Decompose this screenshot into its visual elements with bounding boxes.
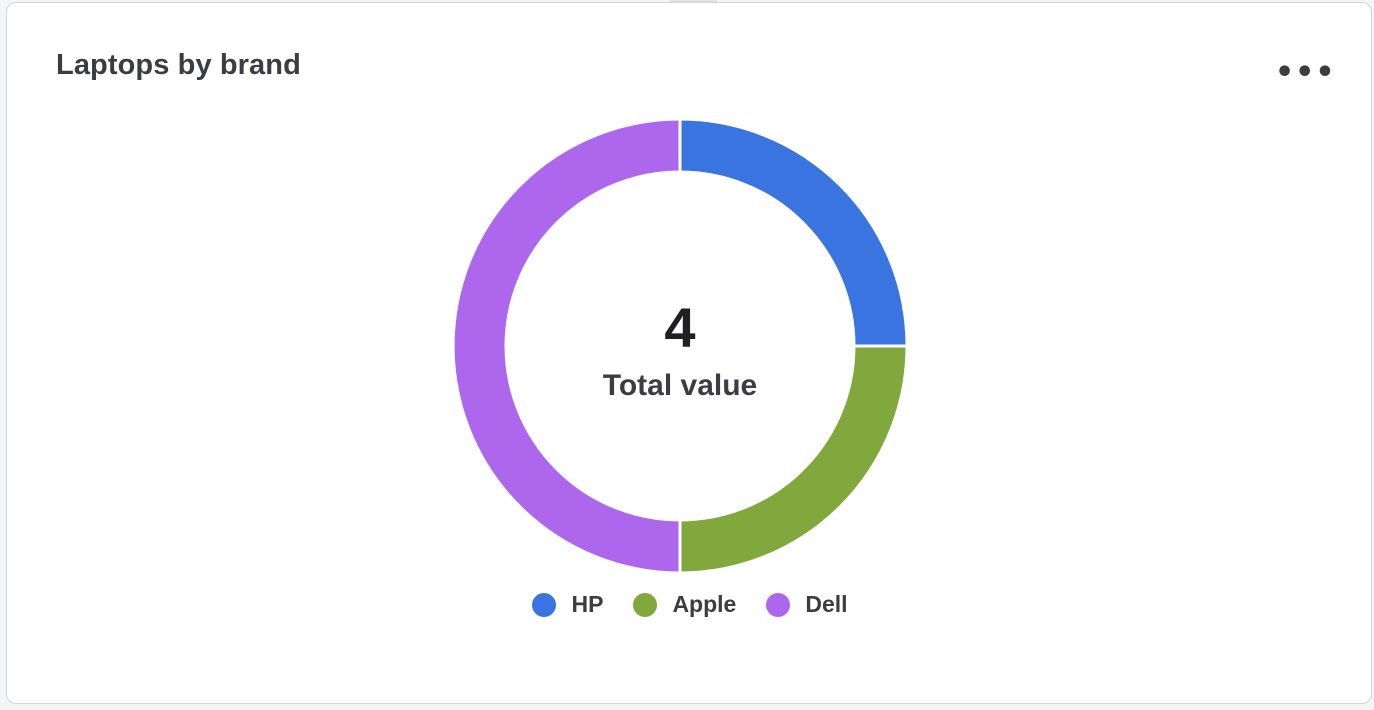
chart-card: Laptops by brand ••• 4 Total value HP App… — [6, 2, 1372, 704]
donut-chart: 4 Total value — [451, 117, 909, 575]
legend-swatch — [766, 592, 791, 617]
donut-slice-dell[interactable] — [451, 117, 682, 575]
legend-swatch — [633, 592, 658, 617]
card-title: Laptops by brand — [56, 49, 301, 81]
center-total-value: 4 — [664, 296, 695, 359]
legend-swatch — [532, 592, 557, 617]
legend-label: Apple — [672, 591, 737, 617]
chart-legend: HP Apple Dell — [7, 591, 1373, 618]
donut-slice-hp[interactable] — [678, 117, 909, 348]
legend-item-apple[interactable]: Apple — [633, 591, 736, 618]
legend-item-dell[interactable]: Dell — [766, 591, 848, 618]
legend-label: HP — [571, 591, 604, 617]
legend-item-hp[interactable]: HP — [532, 591, 603, 618]
legend-label: Dell — [805, 591, 848, 617]
center-total-label: Total value — [603, 369, 757, 402]
